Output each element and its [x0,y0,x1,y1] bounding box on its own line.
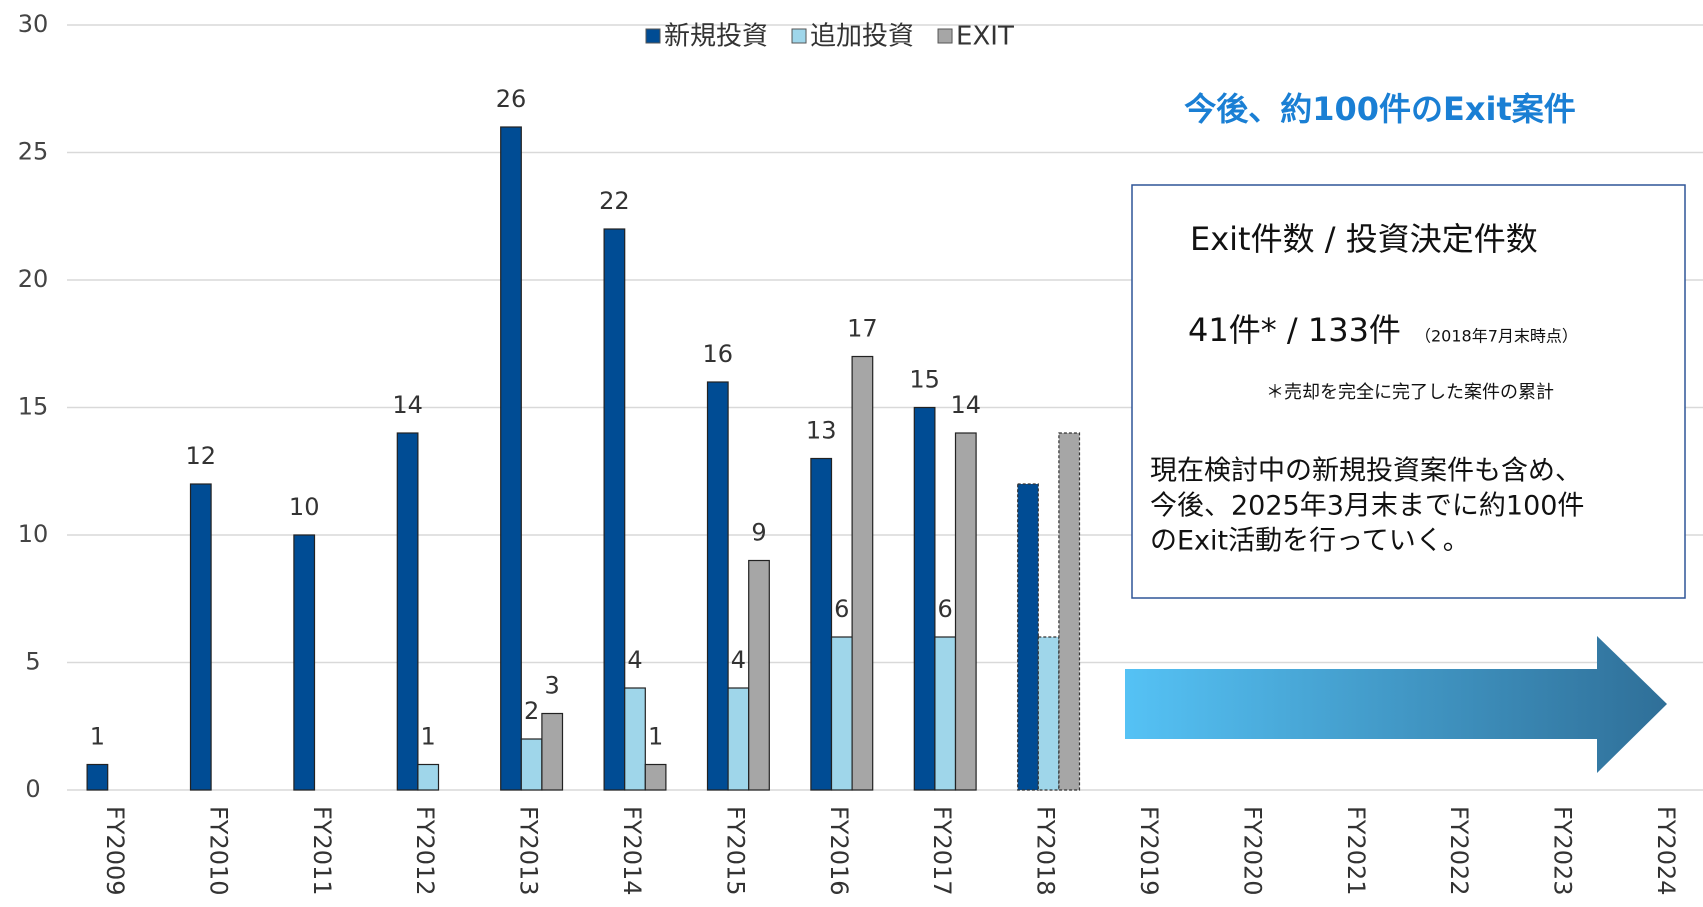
bar [417,763,440,791]
x-tick-label: FY2020 [1238,806,1266,896]
y-tick-label: 5 [25,648,40,676]
bar [954,432,977,791]
x-tick-label: FY2018 [1032,806,1060,896]
y-tick-label: 30 [18,10,49,38]
x-tick-label: FY2010 [204,806,232,896]
bar [1017,483,1039,791]
bar [644,763,667,791]
bar [520,738,543,791]
data-label: 1 [648,723,663,751]
y-tick-label: 10 [18,520,49,548]
x-tick-label: FY2011 [308,806,336,896]
legend-swatch [645,28,661,44]
data-label: 17 [847,315,878,343]
headline: 今後、約100件のExit案件 [1184,90,1576,128]
y-tick-label: 20 [18,265,49,293]
bar [603,228,626,791]
data-label: 14 [951,391,982,419]
box-text: 現在検討中の新規投資案件も含め、 [1150,456,1582,487]
x-tick-label: FY2023 [1549,806,1577,896]
y-tick-label: 0 [25,775,40,803]
legend-label: 新規投資 [664,22,768,52]
bar [934,636,957,791]
data-label: 22 [599,187,630,215]
bar [86,763,109,791]
bar [396,432,419,791]
bar [851,355,874,791]
data-label: 4 [731,646,746,674]
y-tick-label: 15 [18,393,49,421]
box-text: 今後、2025年3月末までに約100件 [1150,491,1584,522]
x-tick-label: FY2016 [825,806,853,896]
bar [706,381,729,791]
bar [913,406,936,791]
bar [541,712,564,791]
data-label: 15 [909,366,940,394]
bar [624,687,646,791]
x-tick-label: FY2019 [1135,806,1163,896]
x-tick-label: FY2013 [515,806,543,896]
data-label: 1 [90,723,105,751]
legend-label: 追加投資 [810,22,914,52]
data-label: 16 [703,340,734,368]
box-note: ＊売却を完全に完了した案件の累計 [1266,382,1554,403]
box-count: 41件* / 133件 [1188,311,1401,349]
data-label: 9 [751,519,766,547]
data-label: 14 [392,391,423,419]
data-label: 10 [289,493,320,521]
box-title: Exit件数 / 投資決定件数 [1190,220,1538,258]
data-label: 4 [627,646,642,674]
x-tick-label: FY2021 [1342,806,1370,896]
bar [748,559,770,791]
bar [810,457,833,791]
bar [1037,636,1060,791]
box-text: のExit活動を行っていく。 [1150,526,1470,557]
x-tick-label: FY2015 [721,806,749,896]
x-tick-label: FY2017 [928,806,956,896]
info-box [1131,184,1686,599]
x-tick-label: FY2012 [411,806,439,896]
data-label: 1 [421,723,436,751]
legend-swatch [791,28,807,44]
x-tick-label: FY2022 [1445,806,1473,896]
data-label: 6 [834,595,849,623]
legend-label: EXIT [956,22,1014,52]
data-label: 3 [545,672,560,700]
bar [1058,432,1081,791]
bar [189,483,212,791]
data-label: 26 [496,85,527,113]
bar [293,534,316,791]
box-date: （2018年7月末時点） [1415,327,1578,346]
data-label: 6 [938,595,953,623]
y-tick-label: 25 [18,138,49,166]
bar [500,126,522,791]
data-label: 12 [186,442,217,470]
data-label: 13 [806,417,837,445]
bar [830,636,853,791]
legend-swatch [937,28,953,44]
data-label: 2 [524,697,539,725]
x-tick-label: FY2009 [101,806,129,896]
arrow [1125,636,1667,773]
x-tick-label: FY2014 [618,806,646,896]
x-tick-label: FY2024 [1652,806,1680,896]
bar [727,687,750,791]
